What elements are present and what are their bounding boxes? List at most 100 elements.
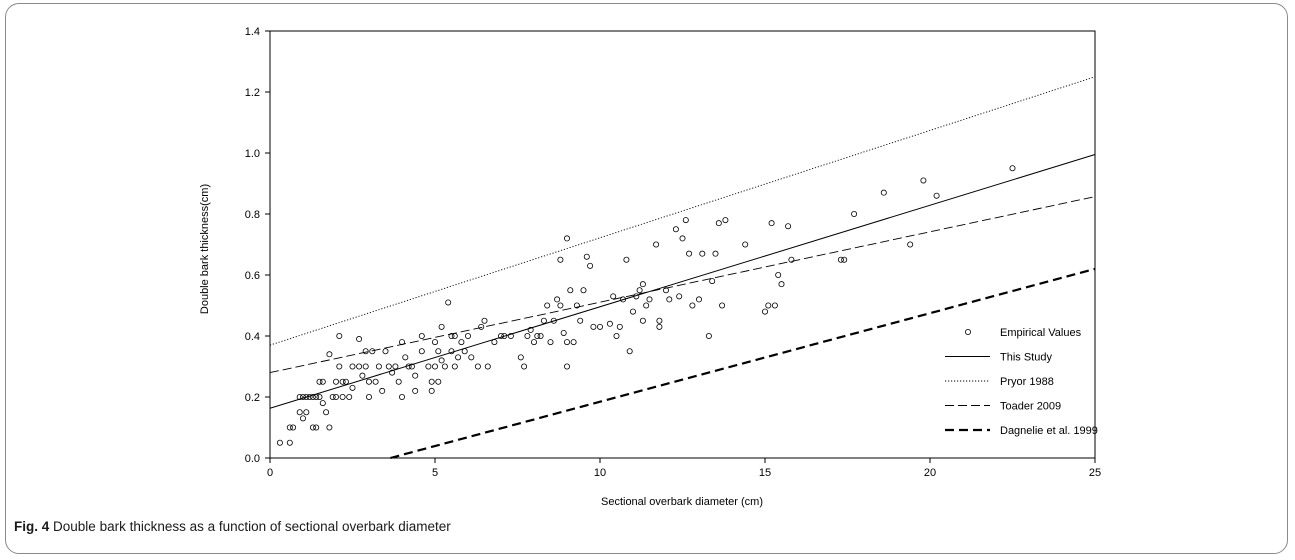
data-point	[696, 296, 703, 303]
data-point	[299, 393, 306, 400]
data-point	[303, 409, 310, 416]
data-point	[329, 393, 336, 400]
data-point	[372, 378, 379, 385]
data-point	[709, 278, 716, 285]
data-point	[478, 323, 485, 330]
data-point	[319, 378, 326, 385]
data-point	[276, 439, 283, 446]
data-point	[286, 439, 293, 446]
data-point	[481, 317, 488, 324]
data-point	[639, 317, 646, 324]
data-point	[428, 378, 435, 385]
data-point	[431, 363, 438, 370]
y-tick-label: 0.6	[245, 270, 260, 282]
data-point	[332, 378, 339, 385]
data-point	[771, 302, 778, 309]
data-point	[547, 339, 554, 346]
data-point	[573, 302, 580, 309]
x-tick-label: 10	[594, 467, 606, 479]
line-this-study	[269, 154, 1096, 409]
data-point	[299, 415, 306, 422]
data-point	[356, 363, 363, 370]
data-point	[587, 262, 594, 269]
data-point	[564, 363, 571, 370]
data-point	[686, 250, 693, 257]
data-point	[742, 241, 749, 248]
caption-text: Double bark thickness as a function of s…	[53, 519, 451, 534]
data-point	[392, 363, 399, 370]
data-point	[431, 339, 438, 346]
data-point	[441, 363, 448, 370]
data-point	[349, 384, 356, 391]
data-point	[398, 393, 405, 400]
data-point	[464, 332, 471, 339]
data-point	[356, 336, 363, 343]
data-point	[557, 256, 564, 263]
data-point	[933, 192, 940, 199]
data-point	[362, 363, 369, 370]
data-point	[412, 387, 419, 394]
data-point	[920, 177, 927, 184]
data-point	[531, 339, 538, 346]
data-point	[620, 296, 627, 303]
y-tick-label: 1.2	[245, 87, 260, 99]
scatter-points	[276, 165, 1016, 446]
data-point	[461, 348, 468, 355]
data-point	[418, 348, 425, 355]
legend-marker-empirical-values	[965, 328, 972, 335]
data-point	[534, 332, 541, 339]
data-point	[438, 323, 445, 330]
x-tick-label: 0	[267, 467, 273, 479]
data-point	[385, 363, 392, 370]
data-point	[313, 424, 320, 431]
data-point	[880, 189, 887, 196]
data-point	[448, 348, 455, 355]
data-point	[722, 217, 729, 224]
data-point	[557, 302, 564, 309]
figure-label: Fig. 4	[14, 519, 50, 534]
data-point	[339, 393, 346, 400]
data-point	[359, 372, 366, 379]
figure-frame	[5, 3, 1288, 554]
data-point	[455, 354, 462, 361]
data-point	[788, 256, 795, 263]
data-point	[336, 332, 343, 339]
data-point	[775, 271, 782, 278]
data-point	[606, 320, 613, 327]
data-point	[451, 363, 458, 370]
data-point	[765, 302, 772, 309]
legend-label-this-study: This Study	[1000, 352, 1052, 364]
data-point	[405, 363, 412, 370]
data-point	[445, 299, 452, 306]
data-point	[544, 302, 551, 309]
data-point	[438, 357, 445, 364]
data-point	[699, 250, 706, 257]
data-point	[560, 329, 567, 336]
data-point	[474, 363, 481, 370]
data-point	[527, 326, 534, 333]
data-point	[379, 387, 386, 394]
x-tick-label: 25	[1089, 467, 1101, 479]
data-point	[554, 296, 561, 303]
data-point	[484, 363, 491, 370]
figure-caption: Fig. 4 Double bark thickness as a functi…	[14, 519, 451, 534]
data-point	[412, 372, 419, 379]
data-point	[570, 339, 577, 346]
data-point	[398, 339, 405, 346]
data-point	[580, 287, 587, 294]
data-point	[448, 332, 455, 339]
data-point	[517, 354, 524, 361]
data-point	[785, 223, 792, 230]
data-point	[712, 250, 719, 257]
data-point	[342, 378, 349, 385]
data-point	[1009, 165, 1016, 172]
data-point	[907, 241, 914, 248]
data-point	[656, 317, 663, 324]
data-point	[623, 256, 630, 263]
line-pryor-1988	[269, 76, 1096, 346]
data-point	[672, 226, 679, 233]
data-point	[319, 400, 326, 407]
legend: Empirical Values This Study Pryor 1988 Toad…	[945, 327, 1098, 437]
data-point	[326, 351, 333, 358]
data-point	[435, 348, 442, 355]
